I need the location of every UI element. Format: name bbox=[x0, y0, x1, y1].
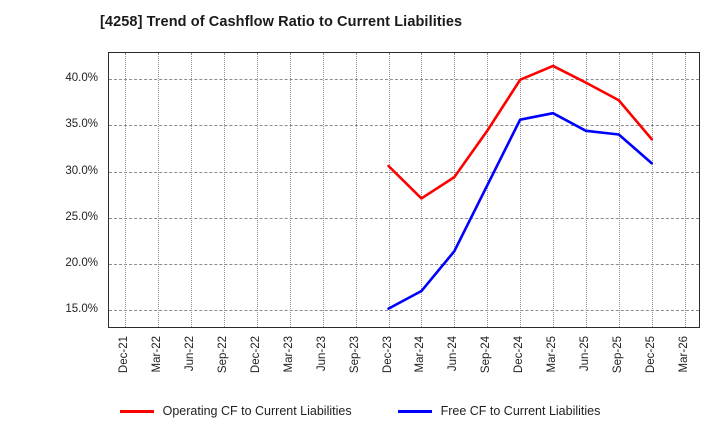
x-axis-tick-label: Sep-25 bbox=[611, 336, 624, 374]
x-axis-tick-label: Mar-22 bbox=[151, 336, 164, 373]
y-axis-tick-label: 15.0% bbox=[65, 303, 98, 316]
x-axis-tick-label: Mar-23 bbox=[282, 336, 295, 373]
y-axis-tick-label: 35.0% bbox=[65, 118, 98, 131]
y-axis-tick-label: 20.0% bbox=[65, 257, 98, 270]
y-axis-tick-label: 40.0% bbox=[65, 71, 98, 84]
gridline-horizontal bbox=[109, 217, 699, 219]
legend-item-label: Free CF to Current Liabilities bbox=[440, 404, 601, 418]
y-axis-tick-label: 30.0% bbox=[65, 164, 98, 177]
gridline-vertical bbox=[454, 53, 456, 327]
legend-item[interactable]: Operating CF to Current Liabilities bbox=[119, 404, 352, 418]
gridline-vertical bbox=[585, 53, 587, 327]
gridline-vertical bbox=[684, 53, 686, 327]
x-axis-tick-label: Dec-23 bbox=[381, 336, 394, 374]
gridline-vertical bbox=[421, 53, 423, 327]
chart-legend: Operating CF to Current Liabilities Free … bbox=[0, 404, 720, 418]
x-axis-tick-label: Dec-24 bbox=[513, 336, 526, 374]
gridline-horizontal bbox=[109, 171, 699, 173]
gridline-horizontal bbox=[109, 125, 699, 127]
series-line bbox=[387, 64, 653, 200]
series-line bbox=[387, 111, 653, 310]
gridline-horizontal bbox=[109, 264, 699, 266]
gridline-vertical bbox=[257, 53, 258, 327]
x-axis-tick-label: Dec-22 bbox=[250, 336, 262, 374]
chart-title: [4258] Trend of Cashflow Ratio to Curren… bbox=[100, 14, 463, 30]
gridline-vertical bbox=[125, 53, 127, 327]
gridline-vertical bbox=[289, 53, 291, 327]
gridline-vertical bbox=[651, 53, 653, 327]
legend-item-label: Operating CF to Current Liabilities bbox=[162, 404, 352, 418]
gridline-horizontal bbox=[109, 78, 699, 80]
x-axis-tick-label: Dec-21 bbox=[118, 336, 131, 374]
gridline-vertical bbox=[487, 53, 489, 327]
x-axis-tick-label: Jun-23 bbox=[315, 336, 328, 372]
plot-area bbox=[108, 52, 700, 328]
y-axis-tick-label: 25.0% bbox=[65, 210, 98, 223]
x-axis-tick-label: Sep-24 bbox=[480, 336, 493, 374]
x-axis-tick-label: Sep-23 bbox=[348, 336, 361, 374]
x-axis-tick-label: Jun-22 bbox=[184, 336, 197, 372]
gridline-vertical bbox=[191, 53, 193, 327]
x-axis-tick-label: Jun-24 bbox=[447, 336, 460, 372]
x-axis-tick-label: Mar-26 bbox=[677, 336, 690, 373]
gridline-horizontal bbox=[109, 310, 699, 312]
gridline-vertical bbox=[618, 53, 620, 327]
x-axis-tick-label: Mar-24 bbox=[414, 336, 427, 373]
legend-swatch-free-cf bbox=[397, 409, 432, 413]
gridline-vertical bbox=[388, 53, 390, 327]
legend-item[interactable]: Free CF to Current Liabilities bbox=[397, 404, 601, 418]
gridline-vertical bbox=[224, 53, 226, 327]
x-axis-tick-label: Mar-25 bbox=[546, 336, 558, 373]
gridline-vertical bbox=[520, 53, 522, 327]
gridline-vertical bbox=[355, 53, 357, 327]
series-layer bbox=[387, 64, 653, 310]
gridline-vertical bbox=[553, 53, 554, 327]
x-axis-tick-label: Jun-25 bbox=[578, 336, 591, 372]
x-axis-tick-label: Sep-22 bbox=[217, 336, 230, 374]
legend-swatch-operating-cf bbox=[119, 409, 154, 413]
gridline-vertical bbox=[322, 53, 324, 327]
gridline-vertical bbox=[158, 53, 160, 327]
x-axis-tick-label: Dec-25 bbox=[644, 336, 657, 374]
